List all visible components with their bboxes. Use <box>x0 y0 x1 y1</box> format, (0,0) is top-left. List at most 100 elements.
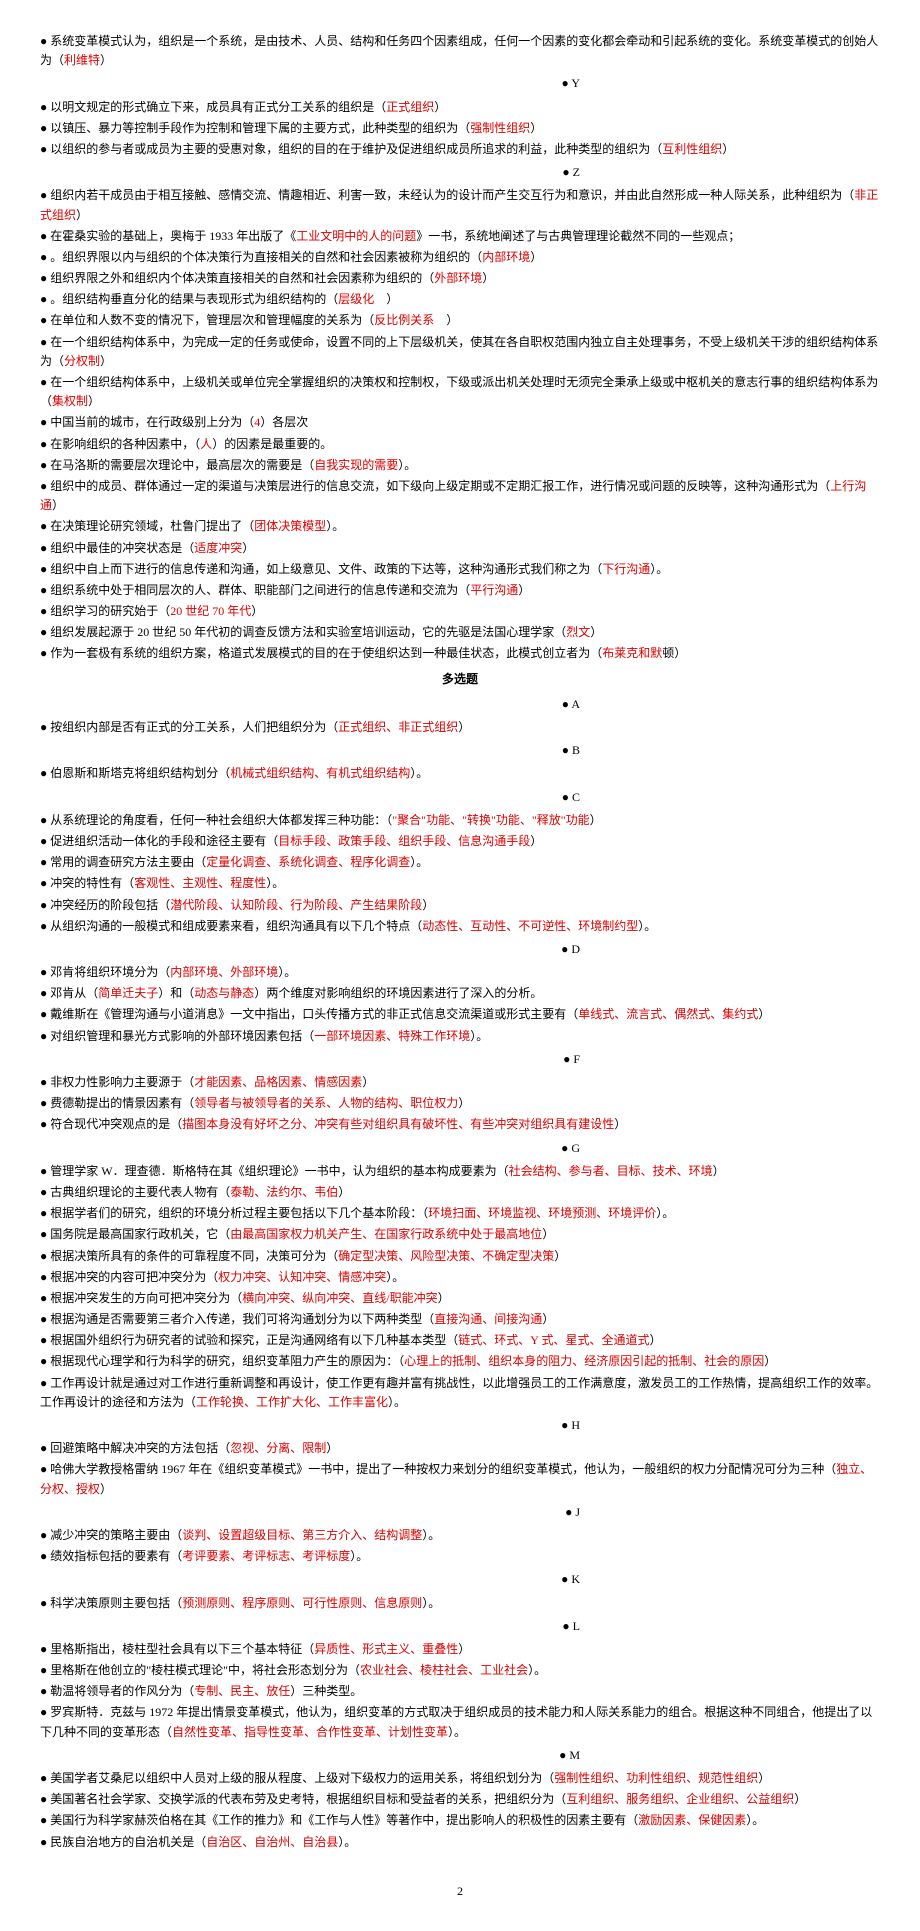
body-text: ） <box>326 1441 338 1455</box>
answer-text: 自治区、自治州、自治县 <box>206 1835 338 1849</box>
body-text: ） <box>590 813 602 827</box>
body-text: 在马洛斯的需要层次理论中，最高层次的需要是（ <box>50 458 314 472</box>
body-text: 在决策理论研究领域，杜鲁门提出了（ <box>50 519 254 533</box>
answer-text: 层级化 <box>338 292 374 306</box>
text-line: 在霍桑实验的基础上，奥梅于 1933 年出版了《工业文明中的人的问题》一书，系统… <box>40 227 880 246</box>
text-line: 减少冲突的策略主要由（谈判、设置超级目标、第三方介入、结构调整）。 <box>40 1526 880 1545</box>
text-line: 戴维斯在《管理沟通与小道消息》一文中指出，口头传播方式的非正式信息交流渠道或形式… <box>40 1005 880 1024</box>
body-text: 邓肯从（ <box>50 986 98 1000</box>
answer-text: 直接沟通、间接沟通 <box>434 1312 542 1326</box>
section-letter: ● F <box>40 1050 880 1069</box>
text-line: 在马洛斯的需要层次理论中，最高层次的需要是（自我实现的需要）。 <box>40 456 880 475</box>
body-text: 组织内若干成员由于相互接触、感情交流、情趣相近、利害一致，未经认为的设计而产生交… <box>50 188 854 202</box>
body-text: ● K <box>561 1570 580 1589</box>
body-text: 减少冲突的策略主要由（ <box>50 1528 182 1542</box>
body-text: ● L <box>562 1617 580 1636</box>
body-text: ） <box>518 583 530 597</box>
body-text: ） <box>713 1164 725 1178</box>
body-text: 民族自治地方的自治机关是（ <box>50 1835 206 1849</box>
text-line: 在一个组织结构体系中，上级机关或单位完全掌握组织的决策权和控制权，下级或派出机关… <box>40 373 880 411</box>
body-text: ） <box>482 271 494 285</box>
body-text: ● M <box>559 1746 580 1765</box>
text-line: 作为一套极有系统的组织方案，格道式发展模式的目的在于使组织达到一种最佳状态，此模… <box>40 644 880 663</box>
text-line: 常用的调查研究方法主要由（定量化调查、系统化调查、程序化调查）。 <box>40 853 880 872</box>
text-line: 组织界限之外和组织内个体决策直接相关的自然和社会因素称为组织的（外部环境） <box>40 269 880 288</box>
text-line: 在决策理论研究领域，杜鲁门提出了（团体决策模型）。 <box>40 517 880 536</box>
section-letter: ● K <box>40 1570 880 1589</box>
text-line: 科学决策原则主要包括（预测原则、程序原则、可行性原则、信息原则）。 <box>40 1594 880 1613</box>
body-text: ） <box>758 1771 770 1785</box>
body-text: ● C <box>562 788 580 807</box>
answer-text: 机械式组织结构、有机式组织结构 <box>230 766 410 780</box>
body-text: ） <box>374 292 398 306</box>
answer-text: 单线式、流言式、偶然式、集约式 <box>578 1007 758 1021</box>
answer-text: 工业文明中的人的问题 <box>296 229 416 243</box>
body-text: ） <box>758 1007 770 1021</box>
body-text: ）。 <box>656 1206 674 1220</box>
body-text: 里格斯在他创立的"棱柱模式理论"中，将社会形态划分为（ <box>50 1663 360 1677</box>
body-text: 符合现代冲突观点的是（ <box>50 1117 182 1131</box>
body-text: 组织中自上而下进行的信息传递和沟通，如上级意见、文件、政策的下达等，这种沟通形式… <box>50 562 602 576</box>
text-line: 根据冲突的内容可把冲突分为（权力冲突、认知冲突、情感冲突）。 <box>40 1268 880 1287</box>
text-line: 里格斯在他创立的"棱柱模式理论"中，将社会形态划分为（农业社会、棱柱社会、工业社… <box>40 1661 880 1680</box>
answer-text: 泰勒、法约尔、韦伯 <box>230 1185 338 1199</box>
answer-text: 激励因素、保健因素 <box>638 1813 746 1827</box>
answer-text: 农业社会、棱柱社会、工业社会 <box>360 1663 528 1677</box>
text-line: 伯恩斯和斯塔克将组织结构划分（机械式组织结构、有机式组织结构）。 <box>40 764 880 783</box>
answer-text: 动态与静态 <box>194 986 254 1000</box>
text-line: 工作再设计就是通过对工作进行重新调整和再设计，使工作更有趣并富有挑战性，以此增强… <box>40 1374 880 1412</box>
body-text: 促进组织活动一体化的手段和途径主要有（ <box>50 834 278 848</box>
text-line: 以镇压、暴力等控制手段作为控制和管理下属的主要方式，此种类型的组织为（强制性组织… <box>40 119 880 138</box>
answer-text: 心理上的抵制、组织本身的阻力、经济原因引起的抵制、社会的原因 <box>404 1354 764 1368</box>
section-letter: ● Z <box>40 163 880 182</box>
text-line: 中国当前的城市，在行政级别上分为（4）各层次 <box>40 413 880 432</box>
body-text: ● Y <box>562 74 580 93</box>
body-text: 以明文规定的形式确立下来，成员具有正式分工关系的组织是（ <box>50 100 386 114</box>
body-text: ）。 <box>410 766 428 780</box>
body-text: 根据决策所具有的条件的可靠程度不同，决策可分为（ <box>50 1249 338 1263</box>
body-text: 根据冲突发生的方向可把冲突分为（ <box>50 1291 242 1305</box>
body-text: 根据现代心理学和行为科学的研究，组织变革阻力产生的原因为：（ <box>50 1354 404 1368</box>
body-text: ）。 <box>350 1549 368 1563</box>
body-text: 常用的调查研究方法主要由（ <box>50 855 206 869</box>
body-text: 戴维斯在《管理沟通与小道消息》一文中指出，口头传播方式的非正式信息交流渠道或形式… <box>50 1007 578 1021</box>
body-text: ）。 <box>422 1528 440 1542</box>
body-text: ）两个维度对影响组织的环境因素进行了深入的分析。 <box>254 986 542 1000</box>
text-line: 组织中自上而下进行的信息传递和沟通，如上级意见、文件、政策的下达等，这种沟通形式… <box>40 560 880 579</box>
body-text: 回避策略中解决冲突的方法包括（ <box>50 1441 230 1455</box>
text-line: 以明文规定的形式确立下来，成员具有正式分工关系的组织是（正式组织） <box>40 98 880 117</box>
text-line: 组织内若干成员由于相互接触、感情交流、情趣相近、利害一致，未经认为的设计而产生交… <box>40 186 880 224</box>
text-line: 在单位和人数不变的情况下，管理层次和管理幅度的关系为（反比例关系 ） <box>40 311 880 330</box>
section-letter: ● J <box>40 1503 880 1522</box>
answer-text: 异质性、形式主义、重叠性 <box>314 1642 458 1656</box>
body-text: ） <box>530 250 542 264</box>
body-text: 。组织界限以内与组织的个体决策行为直接相关的自然和社会因素被称为组织的（ <box>50 250 482 264</box>
text-line: 里格斯指出，棱柱型社会具有以下三个基本特征（异质性、形式主义、重叠性） <box>40 1640 880 1659</box>
body-text: ● A <box>562 695 580 714</box>
body-text: ） <box>794 1792 806 1806</box>
text-line: 组织学习的研究始于（20 世纪 70 年代） <box>40 602 880 621</box>
body-text: 绩效指标包括的要素有（ <box>50 1549 182 1563</box>
body-text: ） <box>764 1354 776 1368</box>
answer-text: 内部环境 <box>482 250 530 264</box>
section-letter: ● M <box>40 1746 880 1765</box>
text-line: 在影响组织的各种因素中，（人）的因素是最重要的。 <box>40 435 880 454</box>
text-line: 根据冲突发生的方向可把冲突分为（横向冲突、纵向冲突、直线/职能冲突） <box>40 1289 880 1308</box>
answer-text: 内部环境、外部环境 <box>170 965 278 979</box>
body-text: ） <box>458 1096 470 1110</box>
text-line: 在一个组织结构体系中，为完成一定的任务或使命，设置不同的上下层级机关，使其在各自… <box>40 333 880 371</box>
section-letter: ● D <box>40 940 880 959</box>
text-line: 民族自治地方的自治机关是（自治区、自治州、自治县）。 <box>40 1833 880 1852</box>
text-line: 根据国外组织行为研究者的试验和探究，正是沟通网络有以下几种基本类型（链式、环式、… <box>40 1331 880 1350</box>
body-text: 组织中的成员、群体通过一定的渠道与决策层进行的信息交流，如下级向上级定期或不定期… <box>50 479 830 493</box>
text-line: 冲突经历的阶段包括（潜代阶段、认知阶段、行为阶段、产生结果阶段） <box>40 896 880 915</box>
body-text: 在单位和人数不变的情况下，管理层次和管理幅度的关系为（ <box>50 313 374 327</box>
text-line: 按组织内部是否有正式的分工关系，人们把组织分为（正式组织、非正式组织） <box>40 718 880 737</box>
body-text: 科学决策原则主要包括（ <box>50 1596 182 1610</box>
body-text: 组织中最佳的冲突状态是（ <box>50 541 194 555</box>
body-text: ）。 <box>388 1395 406 1409</box>
body-text: 从系统理论的角度看，任何一种社会组织大体都发挥三种功能：（ <box>50 813 392 827</box>
body-text: ） <box>100 53 112 67</box>
body-text: 从组织沟通的一般模式和组成要素来看，组织沟通具有以下几个特点（ <box>50 919 422 933</box>
body-text: ） <box>650 1333 662 1347</box>
